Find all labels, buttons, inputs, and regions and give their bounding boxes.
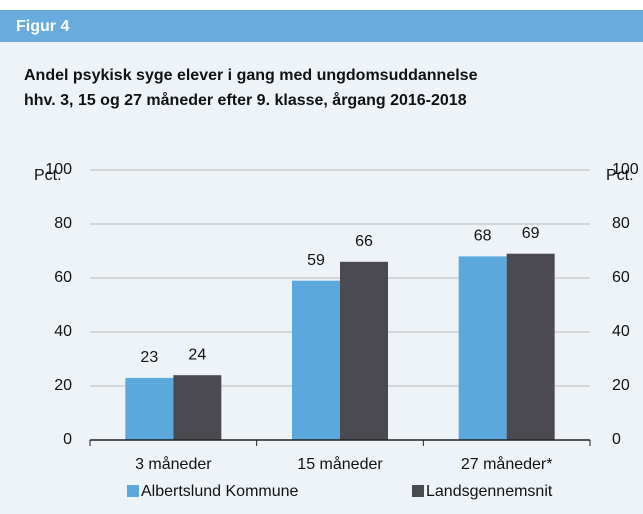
- data-label: 69: [522, 225, 540, 242]
- y2-tick-label: 60: [612, 269, 630, 286]
- y-tick-label: 80: [54, 215, 72, 232]
- y-tick-label: 20: [54, 377, 72, 394]
- header-bar: [0, 10, 643, 42]
- y2-axis-label: Pct.: [606, 167, 634, 184]
- bar: [506, 253, 555, 440]
- y2-tick-label: 100: [612, 161, 639, 178]
- y-tick-label: 100: [45, 161, 72, 178]
- bar: [340, 261, 388, 440]
- data-label: 23: [140, 349, 158, 366]
- chart-title: hhv. 3, 15 og 27 måneder efter 9. klasse…: [24, 91, 467, 109]
- bar: [173, 375, 222, 440]
- y-tick-label: 40: [54, 323, 72, 340]
- x-tick-label: 15 måneder: [297, 455, 383, 473]
- data-label: 24: [188, 346, 206, 363]
- x-tick-label: 27 måneder*: [461, 455, 553, 473]
- y-tick-label: 0: [63, 431, 72, 448]
- data-label: 68: [474, 228, 492, 245]
- data-label: 66: [355, 233, 373, 250]
- chart-title: Andel psykisk syge elever i gang med ung…: [24, 67, 478, 84]
- y2-tick-label: 40: [612, 323, 630, 340]
- legend-label: Albertslund Kommune: [141, 483, 299, 500]
- legend-label: Landsgennemsnit: [426, 483, 553, 500]
- x-tick-label: 3 måneder: [135, 455, 212, 473]
- header-label: Figur 4: [16, 18, 69, 35]
- legend-swatch: [412, 485, 424, 497]
- y-axis-label: Pct.: [34, 167, 62, 184]
- bar: [125, 377, 174, 440]
- y-tick-label: 60: [54, 269, 72, 286]
- legend-swatch: [127, 485, 139, 497]
- y2-tick-label: 20: [612, 377, 630, 394]
- bar: [292, 280, 340, 440]
- data-label: 59: [307, 252, 325, 269]
- y2-tick-label: 0: [612, 431, 621, 448]
- bar: [458, 256, 507, 440]
- y2-tick-label: 80: [612, 215, 630, 232]
